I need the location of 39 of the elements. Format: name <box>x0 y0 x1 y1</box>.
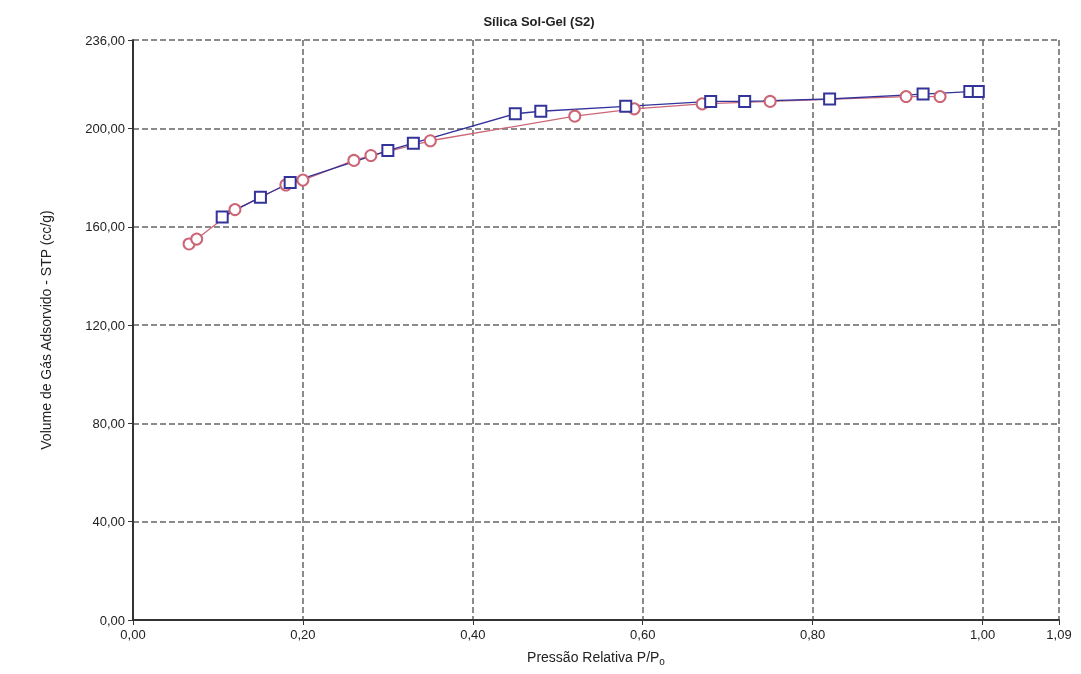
point <box>568 109 582 123</box>
point <box>763 94 777 108</box>
y-tick-label: 200,00 <box>85 120 125 136</box>
x-tick-label: 0,60 <box>630 627 656 642</box>
point <box>253 190 267 204</box>
point <box>971 85 985 99</box>
x-tick-label: 0,40 <box>460 627 486 642</box>
point <box>704 94 718 108</box>
point <box>916 87 930 101</box>
point <box>364 149 378 163</box>
point <box>296 173 310 187</box>
y-tick-label: 120,00 <box>85 317 125 333</box>
y-tick-label: 40,00 <box>92 514 125 530</box>
point <box>347 153 361 167</box>
x-tick-label: 0,00 <box>120 627 146 642</box>
y-tick-label: 0,00 <box>99 612 125 628</box>
point <box>534 104 548 118</box>
point <box>406 136 420 150</box>
point <box>228 203 242 217</box>
point <box>283 176 297 190</box>
x-tick-label: 1,09 <box>1046 627 1072 642</box>
point <box>508 107 522 121</box>
point <box>423 134 437 148</box>
x-tick-label: 0,80 <box>799 627 826 642</box>
point <box>190 232 204 246</box>
y-tick-label: 236,00 <box>85 32 125 48</box>
point <box>738 94 752 108</box>
y-tick-label: 80,00 <box>92 415 125 431</box>
chart-title: Sílica Sol-Gel (S2) <box>483 14 595 29</box>
y-tick-label: 160,00 <box>85 219 125 235</box>
point <box>215 210 229 224</box>
point <box>619 99 633 113</box>
point <box>381 144 395 158</box>
point <box>899 90 913 104</box>
x-tick-label: 1,00 <box>969 627 996 642</box>
point <box>823 92 837 106</box>
y-axis-title: Volume de Gás Adsorvido - STP (cc/g) <box>38 210 54 450</box>
x-tick-label: 0,20 <box>290 627 316 642</box>
point <box>933 90 947 104</box>
